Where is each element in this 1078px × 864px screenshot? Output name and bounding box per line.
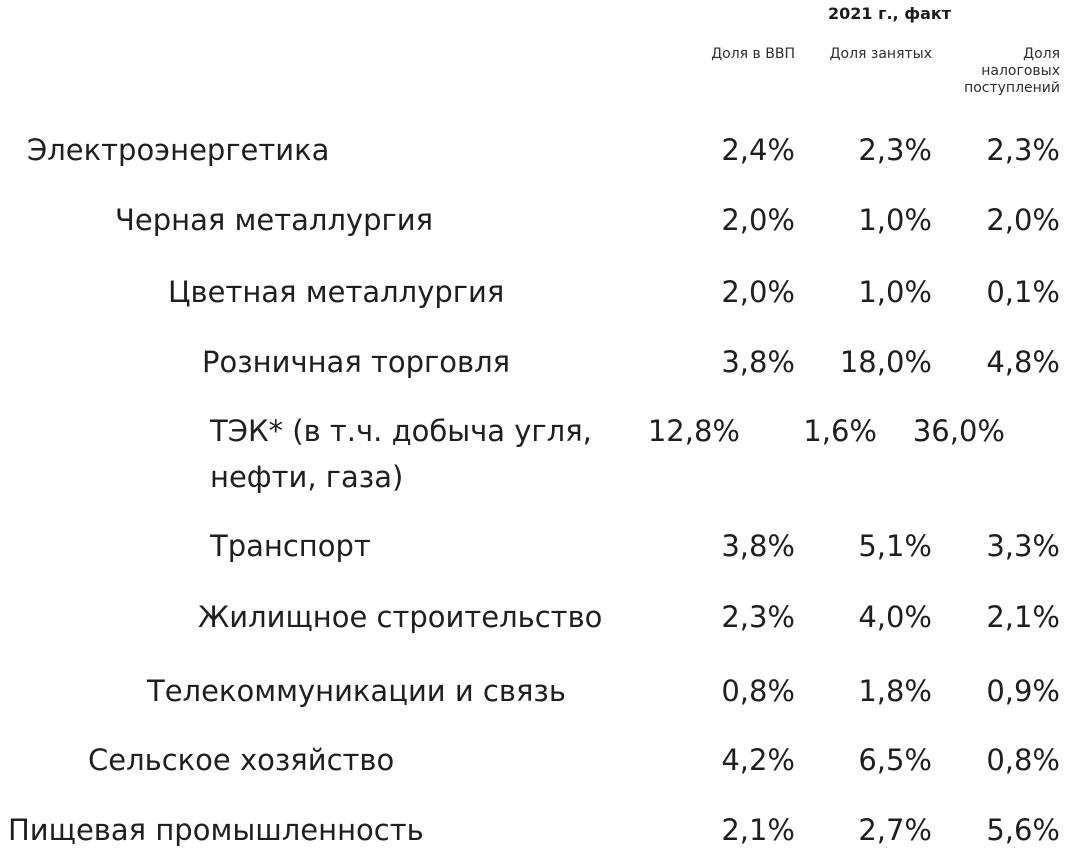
value-gdp: 2,0% bbox=[721, 275, 795, 309]
table-row: Электроэнергетика 2,4% 2,3% 2,3% bbox=[0, 127, 1060, 173]
value-employed: 6,5% bbox=[858, 743, 932, 777]
value-tax: 0,1% bbox=[986, 275, 1060, 309]
value-gdp: 0,8% bbox=[721, 674, 795, 708]
value-employed: 1,6% bbox=[803, 414, 877, 448]
value-employed: 2,7% bbox=[858, 813, 932, 847]
table-row: Цветная металлургия 2,0% 1,0% 0,1% bbox=[0, 269, 1060, 315]
value-gdp: 2,4% bbox=[721, 133, 795, 167]
table-row: Транспорт 3,8% 5,1% 3,3% bbox=[0, 523, 1060, 569]
table-row: Телекоммуникации и связь 0,8% 1,8% 0,9% bbox=[0, 668, 1060, 714]
row-label: Черная металлургия bbox=[115, 203, 434, 237]
table-row: Пищевая промышленность 2,1% 2,7% 5,6% bbox=[0, 807, 1060, 853]
value-tax: 0,8% bbox=[986, 743, 1060, 777]
value-employed: 18,0% bbox=[839, 345, 932, 379]
value-employed: 1,0% bbox=[858, 275, 932, 309]
table-row: Черная металлургия 2,0% 1,0% 2,0% bbox=[0, 197, 1060, 243]
table-title: 2021 г., факт bbox=[828, 4, 951, 23]
column-header-tax-text: Доля налоговых поступлений bbox=[964, 46, 1060, 96]
value-tax: 36,0% bbox=[912, 414, 1005, 448]
row-label: Пищевая промышленность bbox=[8, 813, 424, 847]
row-label: Электроэнергетика bbox=[27, 133, 330, 167]
value-tax: 4,8% bbox=[986, 345, 1060, 379]
row-label: Транспорт bbox=[210, 529, 371, 563]
column-header-gdp: Доля в ВВП bbox=[711, 46, 795, 62]
row-label: Телекоммуникации и связь bbox=[147, 674, 566, 708]
value-gdp: 2,1% bbox=[721, 813, 795, 847]
row-label: Жилищное строительство bbox=[198, 600, 603, 634]
table-row: Розничная торговля 3,8% 18,0% 4,8% bbox=[0, 339, 1060, 385]
value-gdp: 3,8% bbox=[721, 529, 795, 563]
value-tax: 3,3% bbox=[986, 529, 1060, 563]
table-row: Сельское хозяйство 4,2% 6,5% 0,8% bbox=[0, 737, 1060, 783]
table-row: ТЭК* (в т.ч. добыча угля, нефти, газа) 1… bbox=[0, 408, 1060, 500]
value-gdp: 2,0% bbox=[721, 203, 795, 237]
value-tax: 2,3% bbox=[986, 133, 1060, 167]
value-gdp: 12,8% bbox=[647, 414, 740, 448]
value-employed: 4,0% bbox=[858, 600, 932, 634]
value-tax: 2,0% bbox=[986, 203, 1060, 237]
value-employed: 2,3% bbox=[858, 133, 932, 167]
value-tax: 2,1% bbox=[986, 600, 1060, 634]
value-employed: 1,0% bbox=[858, 203, 932, 237]
value-employed: 1,8% bbox=[858, 674, 932, 708]
column-headers: Доля в ВВП Доля занятых Доля налоговых п… bbox=[0, 46, 1060, 97]
column-header-tax: Доля налоговых поступлений bbox=[932, 46, 1060, 97]
table-row: Жилищное строительство 2,3% 4,0% 2,1% bbox=[0, 594, 1060, 640]
value-gdp: 3,8% bbox=[721, 345, 795, 379]
value-gdp: 2,3% bbox=[721, 600, 795, 634]
value-tax: 0,9% bbox=[986, 674, 1060, 708]
value-employed: 5,1% bbox=[858, 529, 932, 563]
row-label: Розничная торговля bbox=[202, 345, 511, 379]
row-label: Цветная металлургия bbox=[168, 275, 505, 309]
value-tax: 5,6% bbox=[986, 813, 1060, 847]
row-label: Сельское хозяйство bbox=[88, 743, 395, 777]
column-header-employed: Доля занятых bbox=[829, 46, 932, 62]
row-label: ТЭК* (в т.ч. добыча угля, нефти, газа) bbox=[210, 414, 592, 494]
value-gdp: 4,2% bbox=[721, 743, 795, 777]
